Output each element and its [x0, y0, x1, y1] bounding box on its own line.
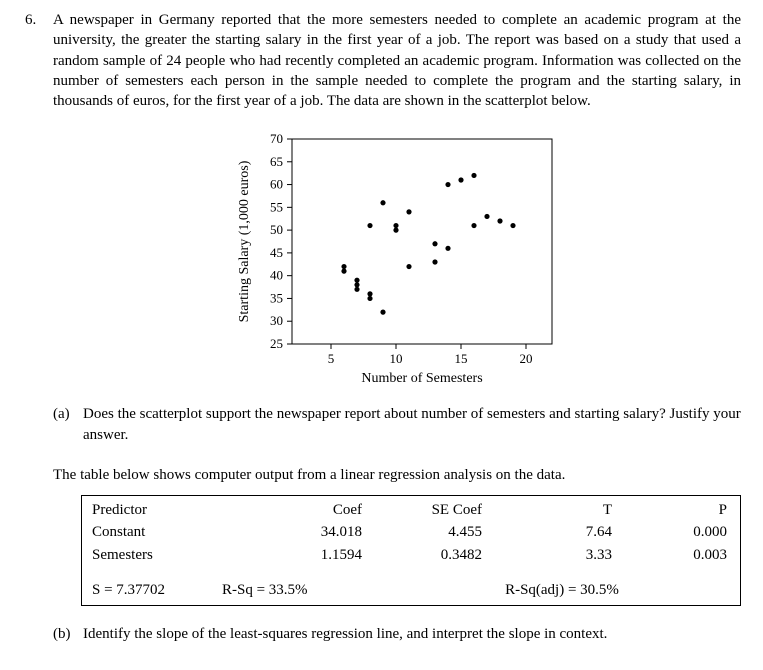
regression-row: Semesters 1.1594 0.3482 3.33 0.003 — [92, 544, 730, 566]
cell-p: 0.000 — [612, 521, 727, 543]
svg-text:30: 30 — [270, 313, 283, 328]
question-text: A newspaper in Germany reported that the… — [53, 10, 741, 111]
part-b: (b) Identify the slope of the least-squa… — [53, 624, 741, 644]
header-p: P — [612, 499, 727, 521]
svg-text:60: 60 — [270, 177, 283, 192]
cell-coef: 34.018 — [262, 521, 362, 543]
cell-coef: 1.1594 — [262, 544, 362, 566]
cell-secoef: 0.3482 — [362, 544, 482, 566]
cell-secoef: 4.455 — [362, 521, 482, 543]
svg-text:Starting Salary (1,000 euros): Starting Salary (1,000 euros) — [237, 161, 252, 323]
svg-text:5: 5 — [328, 351, 335, 366]
summary-rsqadj: R-Sq(adj) = 30.5% — [392, 580, 692, 600]
cell-p: 0.003 — [612, 544, 727, 566]
part-b-text: Identify the slope of the least-squares … — [83, 624, 607, 644]
svg-text:Number of Semesters: Number of Semesters — [361, 371, 482, 386]
svg-text:50: 50 — [270, 222, 283, 237]
part-b-label: (b) — [53, 624, 75, 644]
svg-text:70: 70 — [270, 131, 283, 146]
cell-t: 7.64 — [482, 521, 612, 543]
regression-summary: S = 7.37702 R-Sq = 33.5% R-Sq(adj) = 30.… — [92, 580, 730, 600]
cell-predictor: Constant — [92, 521, 262, 543]
cell-predictor: Semesters — [92, 544, 262, 566]
svg-text:25: 25 — [270, 336, 283, 351]
regression-header-row: Predictor Coef SE Coef T P — [92, 499, 730, 521]
svg-text:20: 20 — [520, 351, 533, 366]
question-body: A newspaper in Germany reported that the… — [53, 10, 741, 644]
part-a-label: (a) — [53, 404, 75, 424]
regression-row: Constant 34.018 4.455 7.64 0.000 — [92, 521, 730, 543]
cell-t: 3.33 — [482, 544, 612, 566]
summary-rsq: R-Sq = 33.5% — [222, 580, 392, 600]
part-a: (a) Does the scatterplot support the new… — [53, 404, 741, 445]
svg-text:55: 55 — [270, 200, 283, 215]
scatterplot-container: 5 10 15 20 25 30 35 40 45 50 55 60 65 70 Number of Sem… — [53, 129, 741, 386]
header-predictor: Predictor — [92, 499, 262, 521]
table-intro: The table below shows computer output fr… — [53, 465, 741, 485]
summary-s: S = 7.37702 — [92, 580, 222, 600]
question-6: 6. A newspaper in Germany reported that … — [25, 10, 738, 644]
svg-text:45: 45 — [270, 245, 283, 260]
header-coef: Coef — [262, 499, 362, 521]
svg-text:35: 35 — [270, 291, 283, 306]
svg-text:15: 15 — [455, 351, 468, 366]
part-a-text: Does the scatterplot support the newspap… — [83, 404, 741, 445]
scatterplot: 5 10 15 20 25 30 35 40 45 50 55 60 65 70 Number of Sem… — [227, 129, 567, 386]
svg-text:65: 65 — [270, 154, 283, 169]
question-number: 6. — [25, 10, 43, 30]
header-secoef: SE Coef — [362, 499, 482, 521]
header-t: T — [482, 499, 612, 521]
regression-output: Predictor Coef SE Coef T P Constant 34.0… — [81, 495, 741, 606]
svg-text:40: 40 — [270, 268, 283, 283]
svg-text:10: 10 — [390, 351, 403, 366]
